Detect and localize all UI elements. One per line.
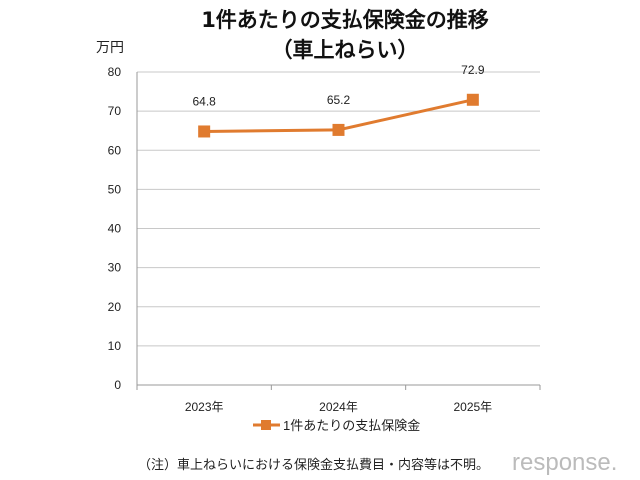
x-tick-label: 2023年 [185, 400, 224, 414]
footnote: （注）車上ねらいにおける保険金支払費目・内容等は不明。 [138, 457, 489, 473]
chart-title: 1件あたりの支払保険金の推移 [201, 8, 489, 32]
data-label: 64.8 [192, 94, 216, 108]
data-label: 65.2 [327, 93, 351, 107]
legend-label: 1件あたりの支払保険金 [283, 418, 420, 433]
y-axis-label: 万円 [96, 39, 124, 55]
watermark-logo: response. [512, 449, 617, 476]
y-tick-label: 30 [108, 261, 122, 275]
y-tick-label: 10 [108, 339, 122, 353]
y-tick-label: 0 [114, 378, 121, 392]
y-tick-label: 60 [108, 143, 122, 157]
data-point [198, 125, 211, 138]
y-tick-label: 20 [108, 300, 122, 314]
legend: 1件あたりの支払保険金 [253, 418, 420, 433]
legend-marker [261, 420, 271, 430]
data-point [332, 123, 345, 136]
x-tick-label: 2024年 [319, 400, 358, 414]
y-tick-label: 40 [108, 222, 122, 236]
y-tick-label: 50 [108, 182, 122, 196]
data-label: 72.9 [461, 63, 485, 77]
x-tick-label: 2025年 [453, 400, 492, 414]
y-tick-label: 80 [108, 65, 122, 79]
data-point [466, 93, 479, 106]
y-tick-label: 70 [108, 104, 122, 118]
chart-subtitle: （車上ねらい） [272, 38, 419, 62]
